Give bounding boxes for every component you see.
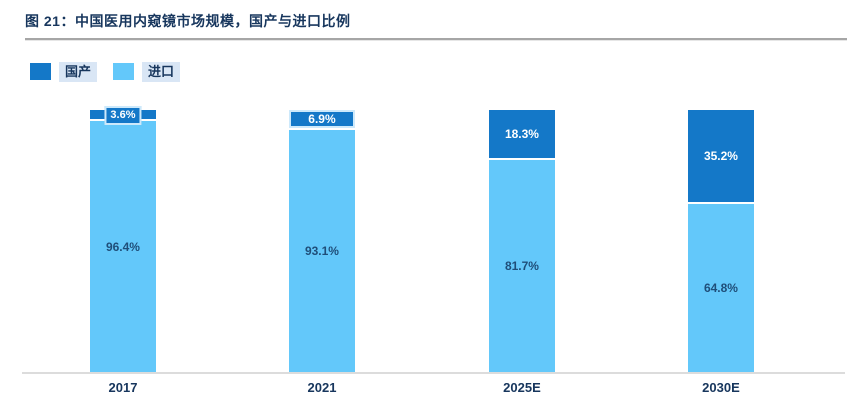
bar-2025E: 18.3% 81.7%	[488, 110, 555, 372]
bar-2030E: 35.2% 64.8%	[687, 110, 754, 372]
x-axis-label: 2030E	[702, 380, 740, 395]
bar-segment-import: 93.1%	[288, 130, 355, 372]
legend-label-domestic: 国产	[59, 62, 98, 82]
bar-segment-domestic: 18.3%	[488, 110, 555, 158]
x-axis-label: 2017	[108, 380, 138, 395]
legend: 国产 进口	[30, 62, 181, 82]
legend-item-import: 进口	[113, 62, 181, 82]
legend-swatch-domestic	[30, 63, 51, 81]
segment-gap	[687, 202, 754, 205]
segment-gap	[288, 128, 355, 131]
segment-gap	[488, 157, 555, 160]
title-divider	[25, 38, 847, 41]
bar-segment-import: 64.8%	[687, 204, 754, 372]
plot-area: 3.6% 96.4% 2017 6.9% 93.1% 2021 18.3% 81.7% 2025…	[22, 105, 845, 395]
bar-segment-import: 81.7%	[488, 159, 555, 372]
legend-item-domestic: 国产	[30, 62, 98, 82]
bar-2017: 3.6% 96.4%	[89, 105, 156, 372]
x-axis-line	[22, 372, 845, 374]
x-axis-label: 2021	[307, 380, 337, 395]
legend-label-import: 进口	[142, 62, 181, 82]
chart-title: 图 21：中国医用内窥镜市场规模，国产与进口比例	[25, 13, 351, 29]
bar-label-domestic: 3.6%	[104, 105, 142, 125]
bar-segment-domestic: 35.2%	[687, 110, 754, 203]
bar-segment-domestic: 6.9%	[288, 110, 355, 129]
bar-2021: 6.9% 93.1%	[288, 110, 355, 372]
bar-segment-import: 96.4%	[89, 121, 156, 372]
x-axis-label: 2025E	[503, 380, 541, 395]
legend-swatch-import	[113, 63, 135, 81]
